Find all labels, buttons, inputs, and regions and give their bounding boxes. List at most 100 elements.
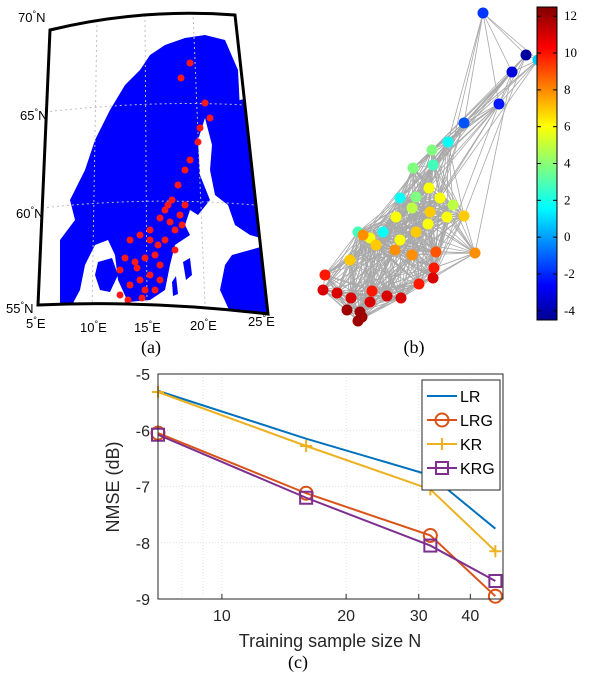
graph-node (458, 210, 470, 222)
station-marker (181, 201, 189, 209)
data-point (488, 574, 503, 588)
graph-edge (371, 267, 435, 292)
station-marker (206, 114, 214, 122)
lon-label-15: 15°E (134, 319, 161, 335)
graph-edge (349, 197, 401, 261)
graph-edge (412, 122, 465, 169)
graph-edge (411, 207, 465, 217)
colorbar-tick-label: 4 (564, 156, 571, 171)
graph-node (394, 192, 406, 204)
station-marker (116, 266, 124, 274)
graph-edge (357, 197, 401, 233)
graph-node (434, 192, 446, 204)
x-tick-label: 40 (461, 608, 479, 625)
series-line-kr (157, 391, 497, 552)
nmse-chart: -5 -6 -7 -8 -9 10 20 30 40 NMSE (dB) Training sa… (103, 367, 504, 651)
graph-node (469, 247, 481, 259)
graph-edge (324, 274, 371, 303)
lon-label-20: 20°E (190, 317, 217, 333)
station-marker (166, 218, 174, 226)
colorbar-tick-label: 8 (564, 82, 571, 97)
graph-edge (375, 244, 388, 297)
lon-label-10: 10°E (80, 319, 107, 335)
station-marker (156, 276, 164, 284)
graph-panel: 12 10 8 6 4 2 0 -2 -4 (317, 6, 577, 327)
data-point (487, 588, 503, 604)
station-marker (186, 156, 194, 164)
graph-node (364, 296, 376, 308)
data-point (422, 527, 438, 543)
graph-edge (336, 249, 396, 294)
colorbar-tick-label: -2 (564, 266, 575, 281)
graph-node (370, 239, 382, 251)
colorbar-tick-label: 12 (564, 8, 577, 23)
station-marker (154, 241, 162, 249)
station-marker (146, 271, 154, 279)
baltic-landmass (220, 245, 268, 314)
station-markers (116, 59, 214, 304)
graph-node (357, 229, 369, 241)
station-marker (146, 236, 154, 244)
graph-edge (322, 289, 373, 292)
graph-node (423, 182, 435, 194)
graph-edge (394, 249, 402, 299)
graph-edge (371, 283, 420, 292)
graph-edge (371, 254, 413, 292)
graph-node (394, 234, 406, 246)
station-marker (178, 221, 186, 229)
colorbar-tick-label: 0 (564, 229, 571, 244)
graph-node (427, 159, 439, 171)
station-marker (131, 258, 139, 266)
graph-node (424, 206, 436, 218)
graph-edge (498, 71, 513, 105)
graph-node (441, 211, 453, 223)
station-marker (126, 236, 134, 244)
station-marker (136, 231, 144, 239)
graph-node (506, 66, 518, 78)
graph-edge (446, 216, 476, 254)
graph-node (341, 304, 353, 316)
graph-node (331, 287, 343, 299)
graph-edge (429, 59, 539, 213)
station-marker (176, 211, 184, 219)
station-marker (168, 196, 176, 204)
graph-edge (463, 54, 527, 217)
graph-edge (375, 244, 420, 285)
station-marker (171, 226, 179, 234)
station-marker (126, 281, 134, 289)
caption-c: (c) (288, 652, 308, 672)
graph-node (317, 284, 329, 296)
graph-node (344, 254, 356, 266)
graph-node (447, 199, 459, 211)
x-tick-label: 30 (410, 608, 428, 625)
graph-nodes (317, 7, 544, 327)
station-marker (151, 251, 159, 259)
legend-label: KR (460, 437, 482, 454)
y-tick-label: -5 (136, 367, 150, 384)
graph-edge (382, 231, 435, 269)
graph-node (428, 262, 440, 274)
graph-edge (482, 12, 513, 73)
graph-edge (428, 122, 465, 189)
station-marker (164, 201, 172, 209)
graph-edge (498, 54, 527, 105)
graph-node (406, 202, 418, 214)
graph-edge (415, 231, 476, 254)
plot-frame (157, 373, 504, 600)
colorbar-ticks: 12 10 8 6 4 2 0 -2 -4 (537, 8, 577, 318)
graph-node (407, 162, 419, 174)
series-line-lrg (157, 432, 497, 597)
graph-edge (498, 59, 539, 105)
graph-edge (336, 244, 377, 294)
colorbar-tick-label: -4 (564, 303, 575, 318)
graph-edge (322, 267, 435, 291)
graph-edge (324, 249, 396, 276)
graph-edge (427, 223, 476, 254)
data-point (423, 538, 438, 553)
graph-node (395, 292, 407, 304)
graph-node (406, 249, 418, 261)
map-frame (36, 11, 270, 316)
y-tick-label: -7 (136, 480, 150, 497)
caption-b: (b) (403, 337, 425, 357)
graph-edge (324, 274, 373, 292)
